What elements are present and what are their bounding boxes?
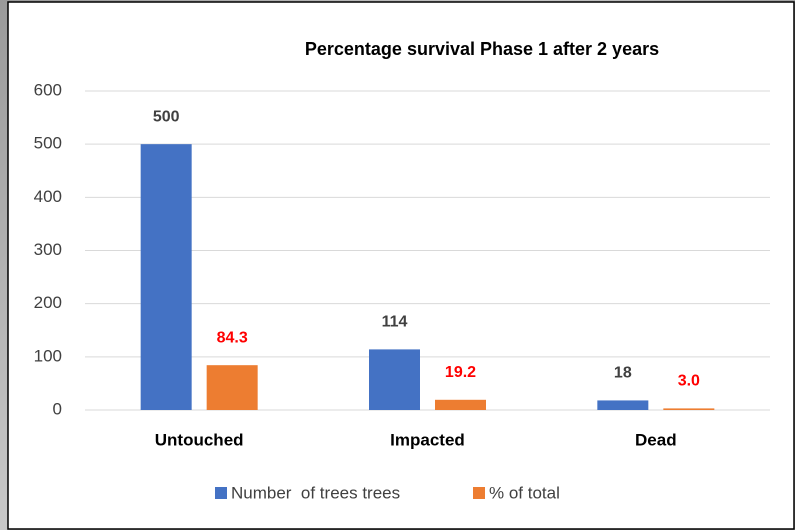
legend-swatch [473, 487, 485, 499]
data-label: 19.2 [445, 364, 476, 381]
x-tick-label: Dead [635, 430, 677, 449]
data-label: 500 [153, 108, 180, 125]
y-tick-label: 200 [34, 293, 62, 312]
legend-swatch [215, 487, 227, 499]
legend-label: Number of trees trees [231, 483, 400, 502]
chart-frame [7, 1, 795, 530]
bar [663, 408, 715, 410]
data-label: 84.3 [217, 329, 248, 346]
x-tick-label: Untouched [155, 430, 244, 449]
chart-title: Percentage survival Phase 1 after 2 year… [305, 39, 659, 59]
x-tick-label: Impacted [390, 430, 465, 449]
bar [369, 349, 420, 410]
data-label: 114 [382, 314, 408, 331]
y-tick-label: 400 [34, 187, 62, 206]
bar [435, 399, 486, 410]
y-tick-label: 0 [53, 399, 62, 418]
bar [206, 365, 258, 410]
legend-label: % of total [489, 483, 560, 502]
bar [597, 400, 649, 410]
y-tick-label: 100 [34, 346, 62, 365]
y-tick-label: 500 [34, 134, 62, 153]
bar [140, 144, 192, 410]
y-tick-label: 600 [34, 80, 62, 99]
data-label: 18 [614, 365, 632, 382]
y-tick-label: 300 [34, 240, 62, 259]
data-label: 3.0 [678, 373, 700, 390]
